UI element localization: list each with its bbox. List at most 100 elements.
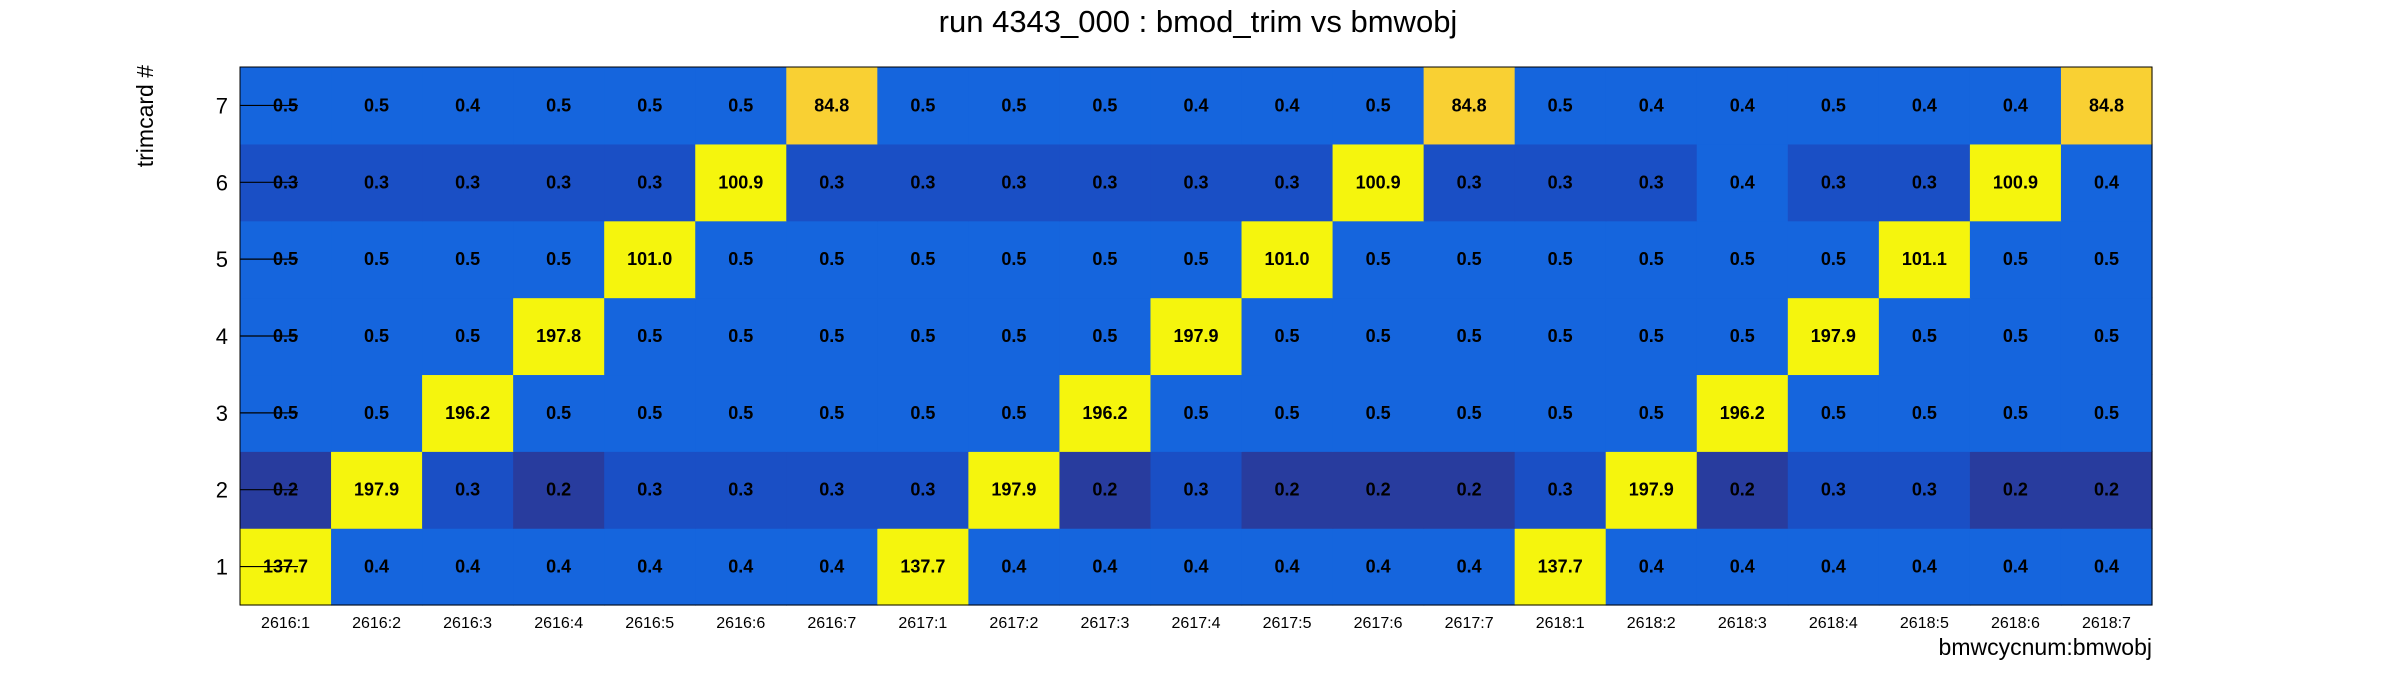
heatmap-cell <box>1514 220 1607 299</box>
cell-value-label: 0.5 <box>1821 249 1846 269</box>
heatmap-cell <box>1787 67 1880 145</box>
cell-value-label: 0.3 <box>455 480 480 500</box>
cell-value-label: 0.5 <box>1639 326 1664 346</box>
heatmap-cell <box>1150 67 1243 145</box>
heatmap-cell <box>1332 451 1425 529</box>
cell-value-label: 0.5 <box>1275 403 1300 423</box>
heatmap-cell <box>1969 451 2062 529</box>
cell-value-label: 0.2 <box>2003 480 2028 500</box>
cell-value-label: 0.3 <box>1821 480 1846 500</box>
x-tick-label: 2616:7 <box>807 615 856 632</box>
heatmap-cell <box>2060 297 2153 376</box>
cell-value-label: 0.2 <box>1275 480 1300 500</box>
heatmap-cell <box>1969 297 2062 376</box>
heatmap-cell <box>1787 220 1880 299</box>
heatmap-cell <box>1605 67 1698 145</box>
heatmap-cell <box>2060 374 2153 452</box>
heatmap-cell <box>1605 528 1698 606</box>
heatmap-cell <box>1787 374 1880 452</box>
heatmap-cell <box>1241 297 1334 376</box>
cell-value-label: 0.5 <box>1183 249 1208 269</box>
cell-value-label: 0.5 <box>2003 249 2028 269</box>
cell-value-label: 0.3 <box>1275 172 1300 192</box>
heatmap-cell <box>1241 528 1334 606</box>
cell-value-label: 0.3 <box>1912 480 1937 500</box>
y-tick-label: 3 <box>216 401 228 426</box>
cell-value-label: 0.5 <box>1001 403 1026 423</box>
heatmap-cell <box>786 297 878 376</box>
heatmap-cell <box>1878 297 1971 376</box>
cell-value-label: 0.5 <box>1092 95 1117 115</box>
heatmap-cell <box>1878 528 1971 606</box>
heatmap-cell <box>1696 374 1789 452</box>
cell-value-label: 0.3 <box>1183 480 1208 500</box>
cell-value-label: 0.5 <box>1366 95 1391 115</box>
cell-value-label: 0.5 <box>1548 403 1573 423</box>
cell-value-label: 100.9 <box>718 172 763 192</box>
x-tick-label: 2617:4 <box>1172 615 1221 632</box>
y-tick-label: 7 <box>216 93 228 118</box>
cell-value-label: 196.2 <box>1082 403 1127 423</box>
cell-value-label: 0.5 <box>910 403 935 423</box>
cell-value-label: 0.3 <box>637 172 662 192</box>
cell-value-label: 100.9 <box>1356 172 1401 192</box>
x-tick-label: 2618:1 <box>1536 615 1585 632</box>
cell-value-label: 0.5 <box>728 326 753 346</box>
heatmap-cell <box>422 528 514 606</box>
heatmap-cell <box>877 528 969 606</box>
heatmap-cell <box>1605 143 1698 222</box>
heatmap-cell <box>1878 451 1971 529</box>
cell-value-label: 0.2 <box>1730 480 1755 500</box>
cell-value-label: 0.3 <box>819 480 844 500</box>
heatmap-cell <box>786 451 878 529</box>
x-axis-title: bmwcycnum:bmwobj <box>1939 634 2152 660</box>
cell-value-label: 0.4 <box>1821 557 1846 577</box>
cell-value-label: 0.4 <box>364 557 389 577</box>
heatmap-cell <box>422 297 514 376</box>
cell-value-label: 0.3 <box>1001 172 1026 192</box>
y-tick-label: 4 <box>216 324 228 349</box>
heatmap-cell <box>331 297 423 376</box>
cell-value-label: 0.4 <box>819 557 844 577</box>
heatmap-cell <box>1423 143 1516 222</box>
cell-value-label: 0.2 <box>1457 480 1482 500</box>
cell-value-label: 0.5 <box>1639 249 1664 269</box>
heatmap-cell <box>331 67 423 145</box>
heatmap-cell <box>1969 143 2062 222</box>
cell-value-label: 0.5 <box>1366 249 1391 269</box>
heatmap-cell <box>422 143 514 222</box>
heatmap-cell <box>331 451 423 529</box>
cell-value-label: 0.5 <box>1730 326 1755 346</box>
heatmap-cell <box>331 528 423 606</box>
heatmap-cell <box>1241 374 1334 452</box>
cell-value-label: 0.4 <box>637 557 662 577</box>
x-tick-label: 2618:7 <box>2082 615 2131 632</box>
cell-value-label: 0.5 <box>455 326 480 346</box>
cell-value-label: 0.4 <box>455 95 480 115</box>
cell-value-label: 197.9 <box>1811 326 1856 346</box>
heatmap-cell <box>1332 374 1425 452</box>
y-tick-label: 6 <box>216 170 228 195</box>
heatmap-cell <box>695 451 787 529</box>
heatmap-cell <box>604 220 696 299</box>
heatmap-cell <box>1514 528 1607 606</box>
cell-value-label: 0.3 <box>910 480 935 500</box>
heatmap-cell <box>1696 297 1789 376</box>
cell-value-label: 0.3 <box>1183 172 1208 192</box>
heatmap-cell <box>786 528 878 606</box>
cell-value-label: 0.5 <box>364 403 389 423</box>
cell-value-label: 0.4 <box>2094 172 2119 192</box>
cell-value-label: 0.4 <box>2003 557 2028 577</box>
heatmap-cells <box>240 67 2153 606</box>
heatmap-cell <box>513 451 605 529</box>
cell-value-label: 0.4 <box>1912 95 1937 115</box>
cell-value-label: 0.5 <box>1092 326 1117 346</box>
cell-value-label: 0.2 <box>2094 480 2119 500</box>
cell-value-label: 0.5 <box>910 249 935 269</box>
heatmap-cell <box>877 297 969 376</box>
x-tick-label: 2617:6 <box>1354 615 1403 632</box>
heatmap-cell <box>968 451 1061 529</box>
heatmap-cell <box>604 374 696 452</box>
cell-value-label: 0.5 <box>910 95 935 115</box>
cell-value-label: 0.5 <box>637 95 662 115</box>
